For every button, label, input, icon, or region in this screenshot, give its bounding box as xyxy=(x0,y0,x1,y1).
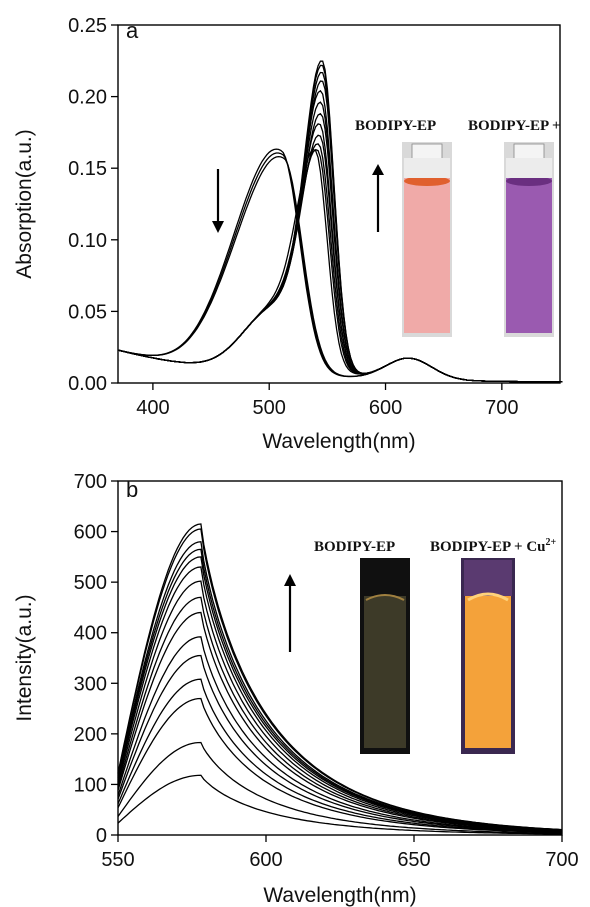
panel-b-x-axis-title: Wavelength(nm) xyxy=(263,884,416,907)
panel-a-spectrum-line xyxy=(117,134,563,383)
panel-b-inset-label-1: BODIPY-EP xyxy=(314,539,395,555)
panel-b-y-tick-label: 100 xyxy=(74,774,107,796)
panel-a-y-tick-label: 0.10 xyxy=(68,230,107,252)
panel-b-inset-label-2: BODIPY-EP + Cu2+ xyxy=(430,537,557,555)
panel-b-spectrum-line xyxy=(117,523,563,831)
panel-a-inset-label-2: BODIPY-EP + xyxy=(468,118,561,134)
panel-a-spectrum-line xyxy=(117,148,563,383)
panel-a-frame xyxy=(117,24,561,384)
panel-b-y-tick-label: 300 xyxy=(74,673,107,695)
panel-a-vial-purple xyxy=(504,142,554,337)
panel-a-absorption-chart: 400 500 600 700 0.00 0.05 0.10 0.15 0.20 0.25 a W… xyxy=(13,15,563,453)
panel-a-x-tick-label: 600 xyxy=(369,397,402,419)
panel-a-x-tick-label: 700 xyxy=(485,397,518,419)
panel-b-frame xyxy=(117,480,563,836)
panel-a-y-tick-label: 0.00 xyxy=(68,373,107,395)
panel-a-spectrum-line xyxy=(117,60,563,383)
panel-b-up-arrow xyxy=(284,574,296,652)
panel-b-y-tick-label: 600 xyxy=(74,522,107,544)
panel-b-inset-vials: BODIPY-EP BODIPY-EP + Cu2+ xyxy=(314,537,557,754)
panel-b-y-axis-title: Intensity(a.u.) xyxy=(13,594,36,721)
panel-a-ticks: 400 500 600 700 0.00 0.05 0.10 0.15 0.20 0.25 xyxy=(68,15,518,419)
panel-b-spectrum-line xyxy=(117,678,563,833)
panel-b-ticks: 550 600 650 700 0 100 200 300 400 500 600 700 xyxy=(74,471,579,871)
panel-b-x-tick-label: 650 xyxy=(397,849,430,871)
panel-b-x-tick-label: 550 xyxy=(101,849,134,871)
panel-a-curves xyxy=(117,60,563,383)
panel-b-spectrum-line xyxy=(117,654,563,833)
panel-a-y-tick-label: 0.25 xyxy=(68,15,107,37)
panel-b-spectrum-line xyxy=(117,774,563,835)
panel-a-y-tick-label: 0.20 xyxy=(68,87,107,109)
panel-a-inset-vials: BODIPY-EP BODIPY-EP + xyxy=(355,118,561,337)
panel-a-letter: a xyxy=(126,18,139,43)
panel-b-vial-dark xyxy=(360,558,410,754)
panel-a-inset-label-1: BODIPY-EP xyxy=(355,118,436,134)
panel-b-spectrum-line xyxy=(117,741,563,835)
panel-b-y-tick-label: 700 xyxy=(74,471,107,493)
panel-a-up-arrow xyxy=(372,164,384,232)
panel-b-spectrum-line xyxy=(117,697,563,834)
panel-a-x-tick-label: 400 xyxy=(136,397,169,419)
panel-a-y-tick-label: 0.05 xyxy=(68,301,107,323)
panel-a-x-axis-title: Wavelength(nm) xyxy=(262,430,415,453)
panel-a-down-arrow xyxy=(212,169,224,233)
panel-b-fluorescence-chart: 550 600 650 700 0 100 200 300 400 500 600 700 b Wav… xyxy=(13,471,579,907)
panel-a-y-axis-title: Absorption(a.u.) xyxy=(13,129,36,278)
panel-a-vial-pink xyxy=(402,142,452,337)
panel-b-spectrum-line xyxy=(117,636,563,833)
panel-b-y-tick-label: 400 xyxy=(74,623,107,645)
panel-b-x-tick-label: 600 xyxy=(249,849,282,871)
panel-b-vial-orange xyxy=(461,558,515,754)
panel-b-x-tick-label: 700 xyxy=(545,849,578,871)
panel-b-y-tick-label: 0 xyxy=(96,825,107,847)
panel-a-y-tick-label: 0.15 xyxy=(68,158,107,180)
panel-a-x-tick-label: 500 xyxy=(253,397,286,419)
panel-b-y-tick-label: 500 xyxy=(74,572,107,594)
panel-b-letter: b xyxy=(126,477,138,502)
panel-b-y-tick-label: 200 xyxy=(74,724,107,746)
panel-b-curves xyxy=(117,523,563,835)
